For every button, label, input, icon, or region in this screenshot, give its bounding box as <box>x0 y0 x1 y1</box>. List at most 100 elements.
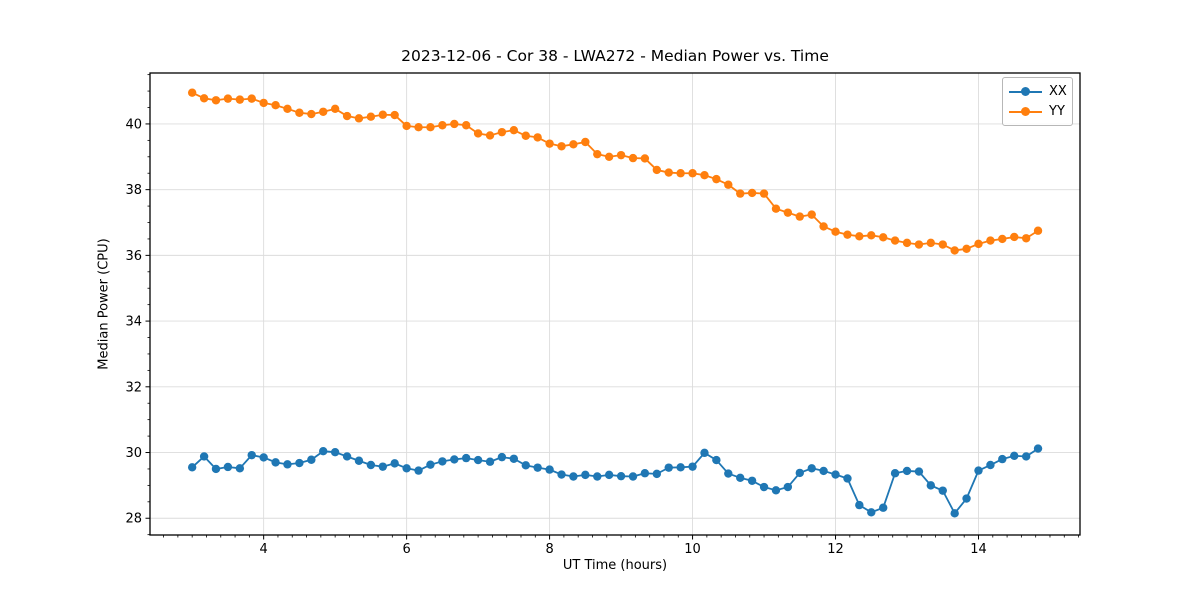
data-point-marker <box>628 153 638 163</box>
data-point-marker <box>998 234 1007 244</box>
data-point-marker <box>473 455 483 465</box>
data-point-marker <box>259 453 268 462</box>
data-point-marker <box>616 150 626 160</box>
series-YY <box>187 88 1043 255</box>
y-tick-label: 30 <box>125 446 142 461</box>
data-point-marker <box>950 246 959 255</box>
data-point-marker <box>521 131 530 140</box>
data-point-marker <box>426 460 435 469</box>
data-point-marker <box>759 482 769 492</box>
data-point-marker <box>426 123 435 132</box>
data-point-marker <box>759 189 769 198</box>
data-point-marker <box>724 180 733 189</box>
data-point-marker <box>557 142 566 151</box>
data-point-marker <box>819 466 828 476</box>
data-point-marker <box>199 94 209 103</box>
data-point-marker <box>664 463 673 472</box>
data-point-marker <box>700 448 709 458</box>
data-point-marker <box>652 165 662 175</box>
data-point-marker <box>783 208 793 217</box>
data-point-marker <box>533 133 542 142</box>
data-point-marker <box>628 472 638 481</box>
data-point-marker <box>771 486 781 495</box>
data-point-marker <box>807 210 816 219</box>
series-line <box>191 447 1039 515</box>
legend-label-xx: XX <box>1049 84 1067 99</box>
x-axis-label: UT Time (hours) <box>562 558 668 573</box>
data-point-marker <box>211 96 221 105</box>
data-point-marker <box>676 463 685 472</box>
y-tick-label: 40 <box>125 117 142 132</box>
data-point-marker <box>616 471 626 481</box>
data-point-marker <box>855 500 864 510</box>
x-tick-label: 14 <box>970 542 987 557</box>
data-point-marker <box>342 452 352 461</box>
legend-item-yy: YY <box>1009 103 1065 120</box>
data-point-marker <box>271 101 280 110</box>
data-point-marker <box>593 472 602 481</box>
data-point-marker <box>461 121 471 130</box>
data-point-marker <box>1021 452 1031 461</box>
data-point-marker <box>545 465 554 474</box>
data-point-marker <box>640 154 650 163</box>
data-point-marker <box>688 169 697 178</box>
data-point-marker <box>604 152 614 161</box>
data-point-marker <box>390 110 399 120</box>
data-point-marker <box>354 456 364 465</box>
data-point-marker <box>366 460 376 470</box>
data-point-marker <box>402 121 411 131</box>
data-point-marker <box>509 454 519 463</box>
data-point-marker <box>712 174 721 184</box>
data-point-marker <box>986 236 995 245</box>
data-point-marker <box>676 169 685 178</box>
data-point-marker <box>402 464 411 473</box>
data-point-marker <box>414 466 423 475</box>
data-point-marker <box>450 119 459 129</box>
data-point-marker <box>521 461 530 470</box>
data-point-marker <box>974 239 983 249</box>
data-point-marker <box>783 482 793 492</box>
data-point-marker <box>831 227 840 236</box>
data-point-marker <box>986 460 995 470</box>
data-point-marker <box>378 110 388 119</box>
data-point-marker <box>295 458 304 468</box>
data-point-marker <box>497 127 507 137</box>
data-point-marker <box>569 140 578 149</box>
data-point-marker <box>664 168 673 177</box>
series-XX <box>187 444 1043 518</box>
data-point-marker <box>867 508 876 517</box>
x-tick-label: 10 <box>684 542 701 557</box>
data-point-marker <box>593 149 602 159</box>
data-point-marker <box>926 238 936 248</box>
data-point-marker <box>259 98 268 108</box>
data-point-marker <box>747 188 757 198</box>
data-point-marker <box>414 123 423 132</box>
data-point-marker <box>247 450 256 460</box>
data-point-marker <box>342 111 352 121</box>
data-point-marker <box>950 509 959 518</box>
legend-item-xx: XX <box>1009 83 1067 100</box>
x-tick-label: 12 <box>827 542 844 557</box>
data-point-marker <box>187 88 197 97</box>
plot-border <box>149 72 1081 536</box>
data-point-marker <box>855 232 864 241</box>
data-point-marker <box>747 476 757 485</box>
data-point-marker <box>319 107 328 116</box>
data-point-marker <box>545 139 554 148</box>
data-point-marker <box>604 470 614 480</box>
legend-marker-icon <box>1021 106 1030 116</box>
chart-title: 2023-12-06 - Cor 38 - LWA272 - Median Po… <box>401 47 829 65</box>
legend-label-yy: YY <box>1049 104 1065 119</box>
data-point-marker <box>914 240 924 249</box>
y-tick-label: 32 <box>125 380 142 395</box>
data-point-marker <box>712 455 721 465</box>
data-point-marker <box>485 131 495 140</box>
legend-swatch-yy <box>1009 106 1042 117</box>
data-point-marker <box>962 244 971 253</box>
data-point-marker <box>1010 232 1019 242</box>
data-point-marker <box>390 459 399 468</box>
y-axis-label: Median Power (CPU) <box>96 238 112 370</box>
x-tick-label: 6 <box>402 542 410 557</box>
